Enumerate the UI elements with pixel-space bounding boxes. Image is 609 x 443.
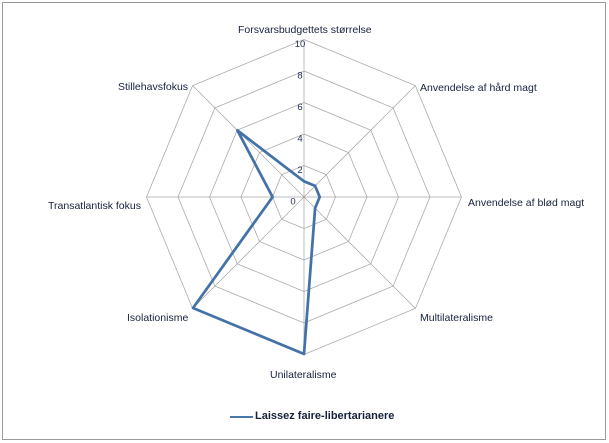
svg-text:2: 2 [297,165,302,176]
svg-text:4: 4 [297,134,302,145]
svg-text:8: 8 [297,71,302,82]
svg-text:0: 0 [290,197,295,208]
svg-text:6: 6 [297,102,302,113]
svg-text:10: 10 [295,39,306,50]
